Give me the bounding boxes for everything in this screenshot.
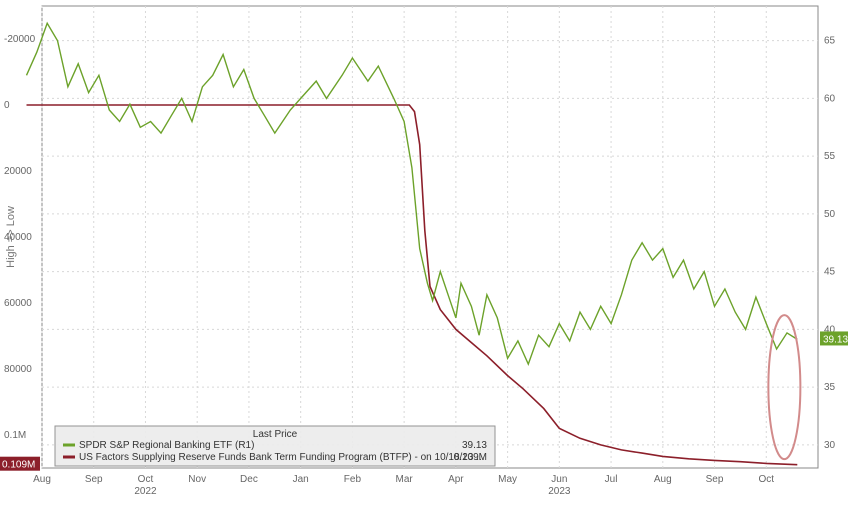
x-tick: Sep (85, 474, 103, 485)
x-tick: Apr (448, 474, 464, 485)
y-left-tick: -20000 (4, 34, 36, 45)
y-right-tick: 50 (824, 209, 836, 220)
x-tick: May (498, 474, 517, 485)
y-right-tick: 30 (824, 440, 836, 451)
plot-border (42, 6, 818, 468)
value-flag-left-label: 0.109M (2, 460, 35, 471)
x-tick: Sep (706, 474, 724, 485)
y-right-tick: 60 (824, 93, 836, 104)
x-tick: Nov (188, 474, 206, 485)
x-tick: Aug (33, 474, 51, 485)
chart-svg: 6560555045403530-20000020000400006000080… (0, 0, 848, 505)
x-tick: Dec (240, 474, 258, 485)
legend-row-value: 0.109M (454, 452, 487, 463)
series-kre (27, 23, 798, 364)
legend-title: Last Price (253, 429, 298, 440)
x-year-label: 2023 (548, 486, 571, 497)
y-left-axis-label: High => Low (5, 206, 17, 268)
x-tick: Jun (551, 474, 567, 485)
chart-container: 6560555045403530-20000020000400006000080… (0, 0, 848, 505)
y-left-tick: 0 (4, 100, 10, 111)
x-year-label: 2022 (134, 486, 157, 497)
y-left-tick: 60000 (4, 298, 32, 309)
x-tick: Jan (293, 474, 309, 485)
legend-row-label: US Factors Supplying Reserve Funds Bank … (79, 452, 485, 463)
x-tick: Feb (344, 474, 362, 485)
series-btfp (27, 105, 798, 465)
legend-row-label: SPDR S&P Regional Banking ETF (R1) (79, 440, 254, 451)
legend-row-value: 39.13 (462, 440, 487, 451)
x-tick: Jul (605, 474, 618, 485)
y-right-tick: 55 (824, 151, 836, 162)
value-flag-right-label: 39.13 (823, 334, 848, 345)
y-right-tick: 35 (824, 382, 836, 393)
y-left-tick: 0.1M (4, 430, 26, 441)
y-left-tick: 20000 (4, 166, 32, 177)
y-right-tick: 65 (824, 36, 836, 47)
y-right-tick: 45 (824, 267, 836, 278)
x-tick: Mar (396, 474, 414, 485)
x-tick: Oct (758, 474, 774, 485)
x-tick: Aug (654, 474, 672, 485)
y-left-tick: 80000 (4, 364, 32, 375)
x-tick: Oct (138, 474, 154, 485)
